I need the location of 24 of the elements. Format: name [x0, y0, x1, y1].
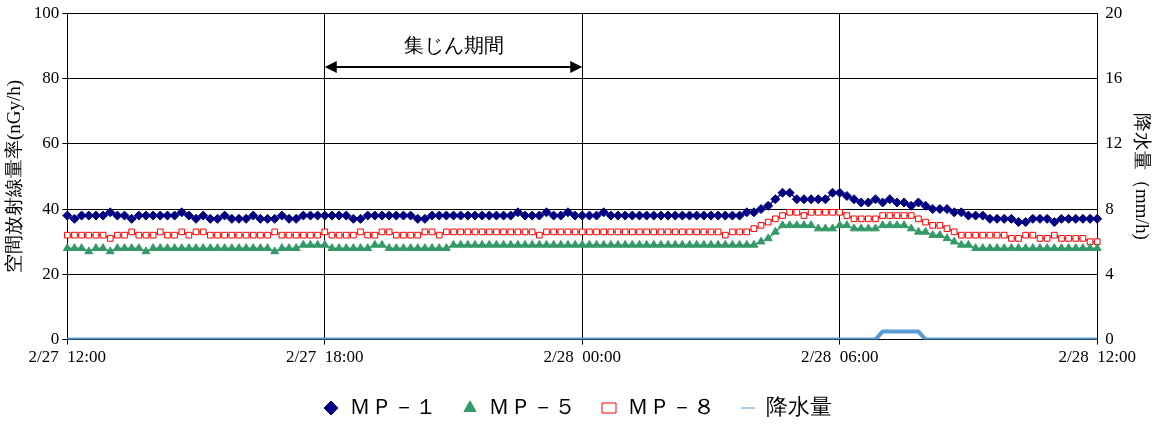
y-tick-label: 80	[42, 67, 60, 87]
x-tick-label: 2/28 06:00	[801, 347, 879, 367]
legend-label: ＭＰ－８	[627, 393, 715, 419]
y-tick-label: 100	[33, 2, 60, 22]
x-tick-label: 2/27 18:00	[286, 347, 364, 367]
y2-tick-label: 20	[1105, 2, 1123, 22]
legend-label: ＭＰ－５	[488, 393, 576, 419]
x-tick-label: 2/28 12:00	[1058, 347, 1136, 367]
legend-label: 降水量	[766, 393, 832, 419]
y2-tick-label: 4	[1105, 263, 1115, 283]
annotation: 集じん期間	[403, 34, 504, 57]
y2-tick-label: 16	[1105, 67, 1123, 87]
y2-axis-title: 降水量（mm/h)	[1130, 113, 1153, 240]
y2-tick-label: 0	[1105, 329, 1114, 349]
y-tick-label: 60	[42, 133, 60, 153]
y-tick-label: 20	[42, 263, 60, 283]
legend-label: ＭＰ－１	[349, 393, 437, 419]
y-axis-title: 空間放射線量率(nGy/h)	[3, 79, 26, 273]
y-tick-label: 0	[50, 329, 60, 349]
y2-tick-label: 12	[1105, 133, 1123, 153]
y-tick-label: 40	[42, 198, 60, 218]
x-tick-label: 2/28 00:00	[543, 347, 621, 367]
x-tick-label: 2/27 12:00	[28, 347, 107, 367]
y2-tick-label: 8	[1105, 198, 1114, 218]
